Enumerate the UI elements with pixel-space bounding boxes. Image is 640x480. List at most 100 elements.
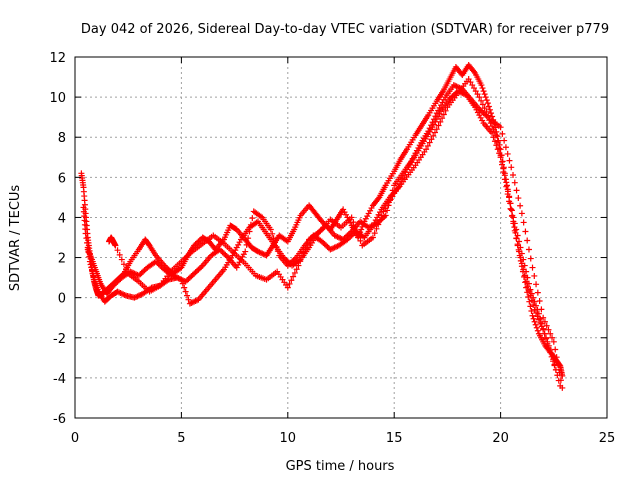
data-point — [502, 144, 509, 151]
data-point — [375, 195, 382, 202]
data-point — [472, 88, 479, 95]
data-point — [494, 133, 501, 140]
data-point — [489, 123, 496, 130]
data-point — [295, 262, 302, 269]
data-point — [291, 269, 298, 276]
data-point — [495, 137, 502, 144]
data-point — [559, 372, 566, 379]
data-point — [267, 226, 274, 233]
data-point — [520, 219, 527, 226]
x-tick-label: 0 — [71, 431, 79, 446]
data-point — [547, 330, 554, 337]
data-point — [500, 165, 507, 172]
data-point — [544, 340, 551, 347]
data-point — [499, 130, 506, 137]
data-point — [429, 119, 436, 126]
y-tick-label: 2 — [58, 252, 66, 267]
data-point — [476, 94, 483, 101]
chart-title: Day 042 of 2026, Sidereal Day-to-day VTE… — [81, 22, 609, 37]
data-point — [510, 214, 517, 221]
data-point — [520, 256, 527, 263]
data-point — [550, 358, 557, 365]
data-point — [467, 79, 474, 86]
data-point — [547, 349, 554, 356]
data-point — [501, 172, 508, 179]
data-point — [442, 107, 449, 114]
data-point — [507, 200, 514, 207]
data-point — [538, 306, 545, 313]
data-point — [540, 314, 547, 321]
data-point — [524, 237, 531, 244]
data-point — [506, 193, 513, 200]
data-point — [525, 280, 532, 287]
data-point — [465, 76, 472, 83]
data-point — [503, 179, 510, 186]
data-point — [545, 326, 552, 333]
y-tick-label: 0 — [58, 292, 66, 307]
y-tick-label: 12 — [49, 51, 66, 66]
data-point — [352, 223, 359, 230]
data-point — [269, 230, 276, 237]
data-point — [511, 220, 518, 227]
data-point — [243, 241, 250, 248]
data-point — [503, 182, 510, 189]
data-point — [517, 244, 524, 251]
data-point — [504, 150, 511, 157]
data-point — [270, 235, 277, 242]
data-point — [531, 318, 538, 325]
data-point — [355, 233, 362, 240]
data-point — [497, 152, 504, 159]
data-point — [527, 303, 534, 310]
data-point — [513, 226, 520, 233]
data-point — [428, 122, 435, 129]
data-point — [559, 384, 566, 391]
y-tick-label: -2 — [53, 332, 66, 347]
data-point — [530, 315, 537, 322]
data-point — [353, 228, 360, 235]
data-point — [484, 100, 491, 107]
data-point — [426, 139, 433, 146]
data-point — [431, 129, 438, 136]
data-point — [474, 91, 481, 98]
data-point — [440, 111, 447, 118]
data-point — [531, 272, 538, 279]
data-point — [114, 247, 121, 254]
y-axis-label: SDTVAR / TECUs — [8, 185, 23, 292]
data-point — [423, 146, 430, 153]
data-point — [425, 128, 432, 135]
data-point — [504, 186, 511, 193]
data-point — [529, 264, 536, 271]
data-point — [485, 112, 492, 119]
data-point — [375, 221, 382, 228]
data-point — [90, 273, 97, 280]
y-tick-label: -4 — [53, 372, 66, 387]
data-point — [87, 261, 94, 268]
data-point — [300, 249, 307, 256]
data-point — [534, 327, 541, 334]
data-point — [373, 225, 380, 232]
data-point — [515, 195, 522, 202]
data-point — [304, 240, 311, 247]
data-point — [493, 132, 500, 139]
data-point — [491, 129, 498, 136]
data-point — [380, 208, 387, 215]
data-point — [245, 235, 252, 242]
data-point — [518, 210, 525, 217]
data-point — [185, 296, 192, 303]
data-point — [469, 82, 476, 89]
data-point — [522, 228, 529, 235]
data-point — [485, 103, 492, 110]
data-point — [481, 91, 488, 98]
data-point — [479, 101, 486, 108]
data-point — [430, 116, 437, 123]
data-point — [530, 302, 537, 309]
data-point — [432, 113, 439, 120]
x-tick-label: 10 — [280, 431, 297, 446]
data-point — [533, 281, 540, 288]
data-point — [395, 184, 402, 191]
data-point — [483, 108, 490, 115]
data-point — [551, 362, 558, 369]
data-point — [297, 258, 304, 265]
